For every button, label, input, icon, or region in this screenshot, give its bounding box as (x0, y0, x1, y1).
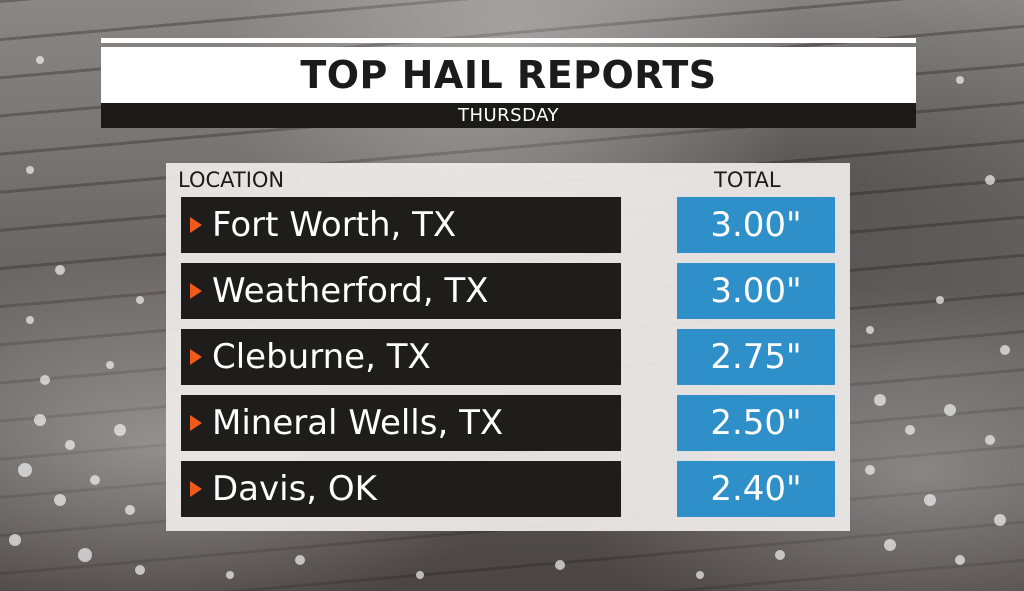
triangle-right-icon (190, 349, 202, 365)
total-cell: 2.75" (677, 329, 835, 385)
total-value: 2.75" (710, 337, 802, 377)
location-cell: Cleburne, TX (181, 329, 621, 385)
title-bar: TOP HAIL REPORTS (101, 47, 916, 103)
total-column-header: TOTAL (714, 168, 781, 192)
total-cell: 3.00" (677, 197, 835, 253)
subtitle-bar: THURSDAY (101, 103, 916, 128)
location-cell: Davis, OK (181, 461, 621, 517)
table-row: Fort Worth, TX 3.00" (181, 197, 835, 253)
table-row: Davis, OK 2.40" (181, 461, 835, 517)
location-cell: Weatherford, TX (181, 263, 621, 319)
triangle-right-icon (190, 481, 202, 497)
location-label: Weatherford, TX (212, 271, 489, 311)
total-value: 2.40" (710, 469, 802, 509)
total-cell: 2.50" (677, 395, 835, 451)
location-column-header: LOCATION (178, 168, 285, 192)
location-label: Mineral Wells, TX (212, 403, 504, 443)
hail-reports-table: LOCATION TOTAL Fort Worth, TX 3.00" Weat… (166, 163, 850, 531)
location-cell: Mineral Wells, TX (181, 395, 621, 451)
page-subtitle: THURSDAY (457, 105, 560, 126)
triangle-right-icon (190, 283, 202, 299)
total-value: 3.00" (710, 271, 802, 311)
location-cell: Fort Worth, TX (181, 197, 621, 253)
total-cell: 2.40" (677, 461, 835, 517)
table-row: Mineral Wells, TX 2.50" (181, 395, 835, 451)
location-label: Davis, OK (212, 469, 377, 509)
graphic-header: TOP HAIL REPORTS THURSDAY (101, 38, 916, 128)
table-row: Weatherford, TX 3.00" (181, 263, 835, 319)
triangle-right-icon (190, 415, 202, 431)
total-value: 3.00" (710, 205, 802, 245)
triangle-right-icon (190, 217, 202, 233)
total-value: 2.50" (710, 403, 802, 443)
total-cell: 3.00" (677, 263, 835, 319)
header-top-rule (101, 38, 916, 43)
page-title: TOP HAIL REPORTS (300, 53, 717, 97)
location-label: Cleburne, TX (212, 337, 431, 377)
table-row: Cleburne, TX 2.75" (181, 329, 835, 385)
location-label: Fort Worth, TX (212, 205, 457, 245)
